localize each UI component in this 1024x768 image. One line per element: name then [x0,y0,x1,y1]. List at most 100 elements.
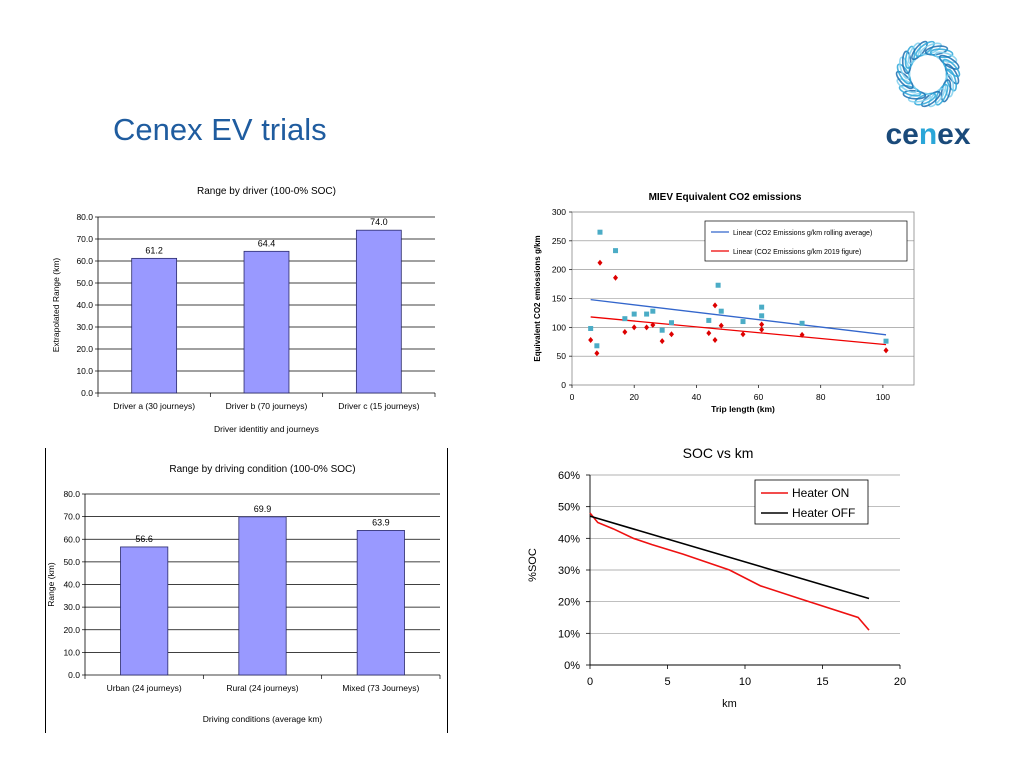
scatter-point [613,248,619,254]
co2-emissions-chart: MIEV Equivalent CO2 emissions 0 50 100 150 20… [533,192,915,414]
logo-swirl-stroke [914,92,937,106]
scatter-point [715,282,721,288]
chart-border-left [45,448,46,733]
scatter-point [706,330,712,337]
chart-title: Range by driving condition (100-0% SOC) [169,464,355,475]
logo-swirl-stroke [904,45,916,69]
scatter-point [631,311,637,317]
scatter-point [597,259,603,266]
logo-text: cenex [885,118,970,150]
x-tick-label: 10 [739,676,751,688]
series-line [589,515,870,600]
scatter-point [759,304,765,310]
data-label: 69.9 [254,504,272,514]
chart-border-right [447,448,448,733]
logo-swirl-stroke [896,63,912,85]
trend-line [590,316,887,346]
cenex-logo: cenex [885,40,971,150]
y-tick-label: 60% [558,470,580,482]
scatter-point [668,320,674,326]
x-tick-label: 15 [816,676,828,688]
scatter-point [622,316,628,322]
logo-swirl-stroke [928,87,945,108]
y-tick-label: 60.0 [76,256,93,266]
scatter-point [594,350,600,357]
legend-label: Heater OFF [792,506,855,520]
y-tick-label: 40.0 [76,300,93,310]
slide-title: Cenex EV trials [113,112,327,147]
bar [243,250,290,394]
x-tick-label: 40 [692,392,702,402]
logo-swirl-stroke [907,42,922,65]
legend [754,479,869,525]
x-tick-label: 60 [754,392,764,402]
scatter-point [588,337,594,344]
x-axis-label: Trip length (km) [711,404,775,414]
scatter-point [644,324,650,331]
scatter-point [597,229,603,235]
y-tick-label: 50 [557,351,567,361]
y-tick-label: 30% [558,565,580,577]
chart-title: SOC vs km [683,445,754,461]
scatter-point [712,302,718,309]
logo-swirl-stroke [929,48,954,59]
bar [120,546,169,676]
logo-swirl-icon [895,40,961,108]
scatter-point [759,313,765,319]
logo-swirl-stroke [895,70,914,90]
scatter-point [759,321,765,328]
y-tick-label: 300 [552,207,566,217]
scatter-point [740,331,746,338]
chart-title: MIEV Equivalent CO2 emissions [649,192,802,203]
scatter-point [712,337,718,344]
scatter-point [883,347,889,354]
x-axis-label: km [722,698,737,710]
logo-swirl-stroke [898,84,922,97]
x-tick-label: Driver b (70 journeys) [226,401,308,411]
scatter-point [588,325,594,331]
y-tick-label: 0.0 [68,670,80,680]
series-line [589,512,870,631]
soc-vs-km-chart: SOC vs km 0% 10% 20% 30% 40% 50% 60% 0 5 10 15 20 km%… [527,445,906,710]
trend-line [590,299,887,336]
data-label: 63.9 [372,517,390,527]
x-tick-label: Rural (24 journeys) [226,683,298,693]
y-tick-label: 50.0 [63,557,80,567]
y-tick-label: 10.0 [63,647,80,657]
y-tick-label: 0.0 [81,388,93,398]
x-tick-label: Urban (24 journeys) [107,683,182,693]
x-tick-label: 20 [894,676,906,688]
logo-swirl-stroke [896,78,918,94]
scatter-point [613,274,619,281]
scatter-point [622,328,628,335]
y-tick-label: 150 [552,294,566,304]
scatter-point [706,317,712,323]
y-tick-label: 70.0 [63,512,80,522]
y-tick-label: 0% [564,660,580,672]
driver-range-chart: Range by driver (100-0% SOC) 0.0 10.0 20.0 3… [51,186,436,434]
scatter-point [718,308,724,314]
y-axis-label: %SOC [527,548,539,582]
scatter-point [883,338,889,344]
logo-swirl-stroke [942,58,961,78]
bar [355,229,402,394]
x-tick-label: 80 [816,392,826,402]
y-axis-label: Extrapolated Range (km) [51,258,61,353]
logo-swirl-stroke [938,54,960,70]
scatter-point [799,320,805,326]
condition-range-chart: Range by driving condition (100-0% SOC) 0… [46,464,441,724]
x-axis-label: Driving conditions (average km) [203,714,323,724]
legend-label: Linear (CO2 Emissions g/km 2019 figure) [733,249,861,256]
y-tick-label: 200 [552,265,566,275]
bar [131,257,178,394]
y-tick-label: 30.0 [63,602,80,612]
logo-swirl-stroke [934,51,958,64]
y-tick-label: 100 [552,322,566,332]
x-tick-label: 5 [664,676,670,688]
x-tick-label: 0 [587,676,593,688]
logo-swirl-stroke [944,73,955,98]
logo-swirl-stroke [907,92,932,103]
x-tick-label: 0 [570,392,575,402]
y-tick-label: 250 [552,236,566,246]
y-tick-label: 20% [558,597,580,609]
